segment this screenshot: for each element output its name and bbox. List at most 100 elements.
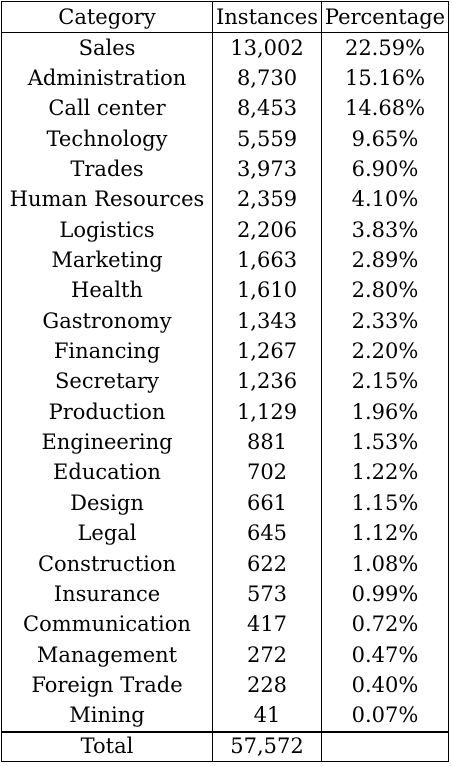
category-cell: Design (1, 488, 213, 519)
table-row: Design 661 1.15% (1, 488, 449, 519)
instances-cell: 1,663 (212, 245, 322, 276)
instances-cell: 2,206 (212, 215, 322, 246)
category-cell: Call center (1, 93, 213, 125)
percentage-cell: 6.90% (321, 154, 449, 185)
header-instances: Instances (212, 1, 322, 33)
table-row: Foreign Trade 228 0.40% (1, 670, 449, 701)
percentage-cell: 1.53% (321, 427, 449, 458)
percentage-cell: 1.22% (321, 457, 449, 489)
instances-cell: 645 (212, 518, 322, 549)
percentage-cell: 15.16% (321, 63, 449, 94)
table-row: Engineering 881 1.53% (1, 427, 449, 458)
category-cell: Construction (1, 548, 213, 580)
category-cell: Financing (1, 336, 213, 367)
table-row: Marketing 1,663 2.89% (1, 245, 449, 276)
table-row: Gastronomy 1,343 2.33% (1, 306, 449, 337)
instances-cell: 2,359 (212, 184, 322, 216)
category-cell: Sales (1, 32, 213, 64)
table-row: Communication 417 0.72% (1, 609, 449, 640)
instances-cell: 1,236 (212, 366, 322, 398)
percentage-cell: 0.99% (321, 579, 449, 610)
instances-cell: 1,129 (212, 397, 322, 428)
instances-cell: 622 (212, 548, 322, 580)
table-row: Legal 645 1.12% (1, 518, 449, 549)
category-cell: Marketing (1, 245, 213, 276)
instances-cell: 3,973 (212, 154, 322, 185)
table-footer: Total 57,572 (1, 730, 449, 762)
instances-cell: 228 (212, 670, 322, 701)
table-row: Human Resources 2,359 4.10% (1, 184, 449, 216)
category-cell: Engineering (1, 427, 213, 458)
category-cell: Trades (1, 154, 213, 185)
instances-cell: 1,610 (212, 275, 322, 307)
table-row: Health 1,610 2.80% (1, 275, 449, 307)
percentage-cell: 0.40% (321, 670, 449, 701)
total-row: Total 57,572 (1, 730, 449, 762)
header-percentage: Percentage (321, 1, 449, 33)
percentage-cell: 1.12% (321, 518, 449, 549)
category-cell: Mining (1, 700, 213, 733)
category-cell: Communication (1, 609, 213, 640)
header-row: Category Instances Percentage (1, 1, 449, 33)
category-cell: Health (1, 275, 213, 307)
category-cell: Administration (1, 63, 213, 94)
percentage-cell: 4.10% (321, 184, 449, 216)
table-row: Mining 41 0.07% (1, 700, 449, 733)
table-header: Category Instances Percentage (1, 1, 449, 33)
table-row: Insurance 573 0.99% (1, 579, 449, 610)
percentage-cell: 1.08% (321, 548, 449, 580)
category-cell: Logistics (1, 215, 213, 246)
instances-cell: 8,453 (212, 93, 322, 125)
percentage-cell: 0.47% (321, 639, 449, 671)
table-row: Administration 8,730 15.16% (1, 63, 449, 94)
category-cell: Technology (1, 124, 213, 155)
percentage-cell: 3.83% (321, 215, 449, 246)
total-percentage (321, 730, 449, 762)
instances-cell: 5,559 (212, 124, 322, 155)
instances-cell: 573 (212, 579, 322, 610)
table-row: Technology 5,559 9.65% (1, 124, 449, 155)
instances-cell: 881 (212, 427, 322, 458)
percentage-cell: 2.33% (321, 306, 449, 337)
percentage-cell: 1.15% (321, 488, 449, 519)
instances-cell: 1,343 (212, 306, 322, 337)
total-instances: 57,572 (212, 730, 322, 762)
category-cell: Secretary (1, 366, 213, 398)
percentage-cell: 0.72% (321, 609, 449, 640)
instances-cell: 1,267 (212, 336, 322, 367)
percentage-cell: 0.07% (321, 700, 449, 733)
percentage-cell: 2.15% (321, 366, 449, 398)
instances-cell: 13,002 (212, 32, 322, 64)
table-row: Education 702 1.22% (1, 457, 449, 489)
instances-cell: 661 (212, 488, 322, 519)
category-cell: Insurance (1, 579, 213, 610)
category-cell: Gastronomy (1, 306, 213, 337)
percentage-cell: 14.68% (321, 93, 449, 125)
instances-cell: 41 (212, 700, 322, 733)
percentage-cell: 2.89% (321, 245, 449, 276)
table-row: Management 272 0.47% (1, 639, 449, 671)
header-category: Category (1, 1, 213, 33)
table-row: Trades 3,973 6.90% (1, 154, 449, 185)
instances-cell: 272 (212, 639, 322, 671)
table-row: Financing 1,267 2.20% (1, 336, 449, 367)
table-row: Production 1,129 1.96% (1, 397, 449, 428)
instances-cell: 417 (212, 609, 322, 640)
table-row: Call center 8,453 14.68% (1, 93, 449, 125)
category-cell: Production (1, 397, 213, 428)
total-label: Total (1, 730, 213, 762)
category-cell: Legal (1, 518, 213, 549)
category-cell: Education (1, 457, 213, 489)
table-body: Sales 13,002 22.59% Administration 8,730 15.1… (1, 32, 449, 733)
category-cell: Management (1, 639, 213, 671)
percentage-cell: 22.59% (321, 32, 449, 64)
percentage-cell: 9.65% (321, 124, 449, 155)
instances-cell: 702 (212, 457, 322, 489)
table-row: Logistics 2,206 3.83% (1, 215, 449, 246)
percentage-cell: 2.80% (321, 275, 449, 307)
percentage-cell: 1.96% (321, 397, 449, 428)
instances-cell: 8,730 (212, 63, 322, 94)
table-row: Sales 13,002 22.59% (1, 32, 449, 64)
category-cell: Foreign Trade (1, 670, 213, 701)
